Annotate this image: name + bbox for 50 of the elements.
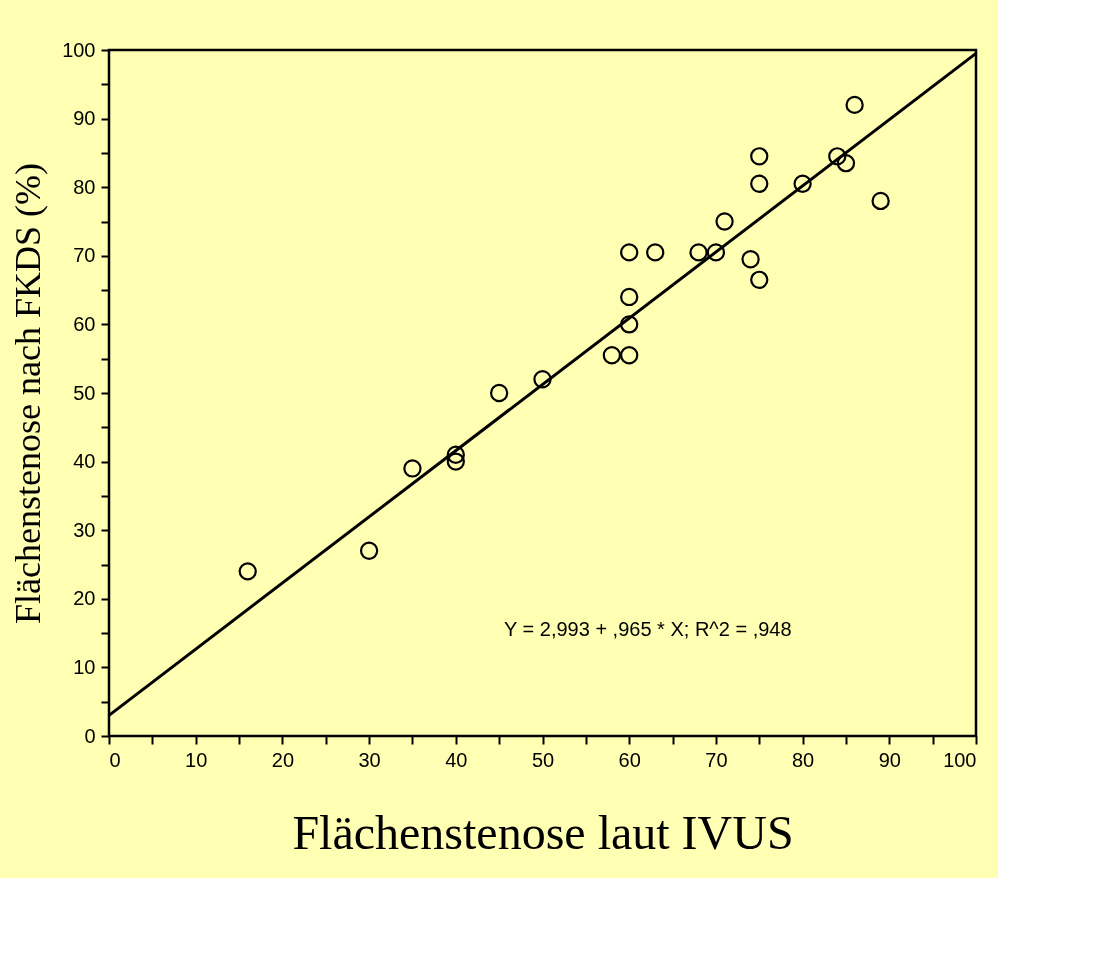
point [238, 562, 257, 581]
y-tick-label: 10 [73, 655, 96, 678]
annotation: Y = 2,993 + ,965 * X; R^2 = ,948 [504, 618, 792, 640]
point [750, 270, 769, 289]
x-tick-label: 10 [185, 748, 208, 771]
y-tick-label: 80 [73, 175, 96, 198]
y-tick-label: 90 [73, 107, 96, 130]
x-tick-label: 100 [943, 748, 977, 771]
y-axis-title: Flächenstenose nach FKDS (%) [8, 163, 49, 624]
point [620, 315, 639, 334]
x-tick-label: 40 [445, 748, 468, 771]
point [620, 287, 639, 307]
x-tick-label: 90 [878, 748, 901, 771]
point [620, 243, 639, 262]
y-tick-label: 30 [73, 518, 96, 541]
point [828, 147, 847, 166]
x-tick-label: 30 [358, 748, 381, 771]
x-tick-label: 70 [705, 748, 728, 771]
point [715, 212, 734, 231]
point [706, 243, 726, 262]
x-tick-label: 0 [109, 748, 121, 771]
point [446, 452, 465, 471]
point [620, 346, 639, 365]
point [403, 459, 422, 478]
x-tick-label: 60 [618, 748, 641, 771]
point [871, 191, 890, 211]
y-tick-label: 60 [73, 312, 96, 335]
point [359, 541, 379, 560]
y-tick-label: 20 [73, 587, 96, 610]
y-tick-label: 40 [73, 450, 96, 473]
point [741, 250, 760, 269]
y-tick-label: 0 [84, 724, 96, 747]
point [646, 243, 665, 262]
point [845, 95, 864, 115]
point [750, 174, 769, 193]
y-tick-label: 50 [73, 381, 96, 404]
point [446, 445, 465, 464]
point [750, 147, 769, 166]
point [836, 154, 856, 173]
y-tick-label: 100 [62, 38, 96, 61]
x-axis-title: Flächenstenose laut IVUS [292, 805, 794, 859]
point [602, 346, 622, 365]
x-tick-label: 20 [271, 748, 295, 771]
point [689, 243, 708, 262]
y-tick-label: 70 [73, 244, 96, 267]
point [793, 174, 812, 193]
x-tick-label: 50 [531, 748, 555, 771]
point [533, 370, 552, 389]
x-tick-label: 80 [791, 748, 815, 771]
point [489, 383, 509, 403]
